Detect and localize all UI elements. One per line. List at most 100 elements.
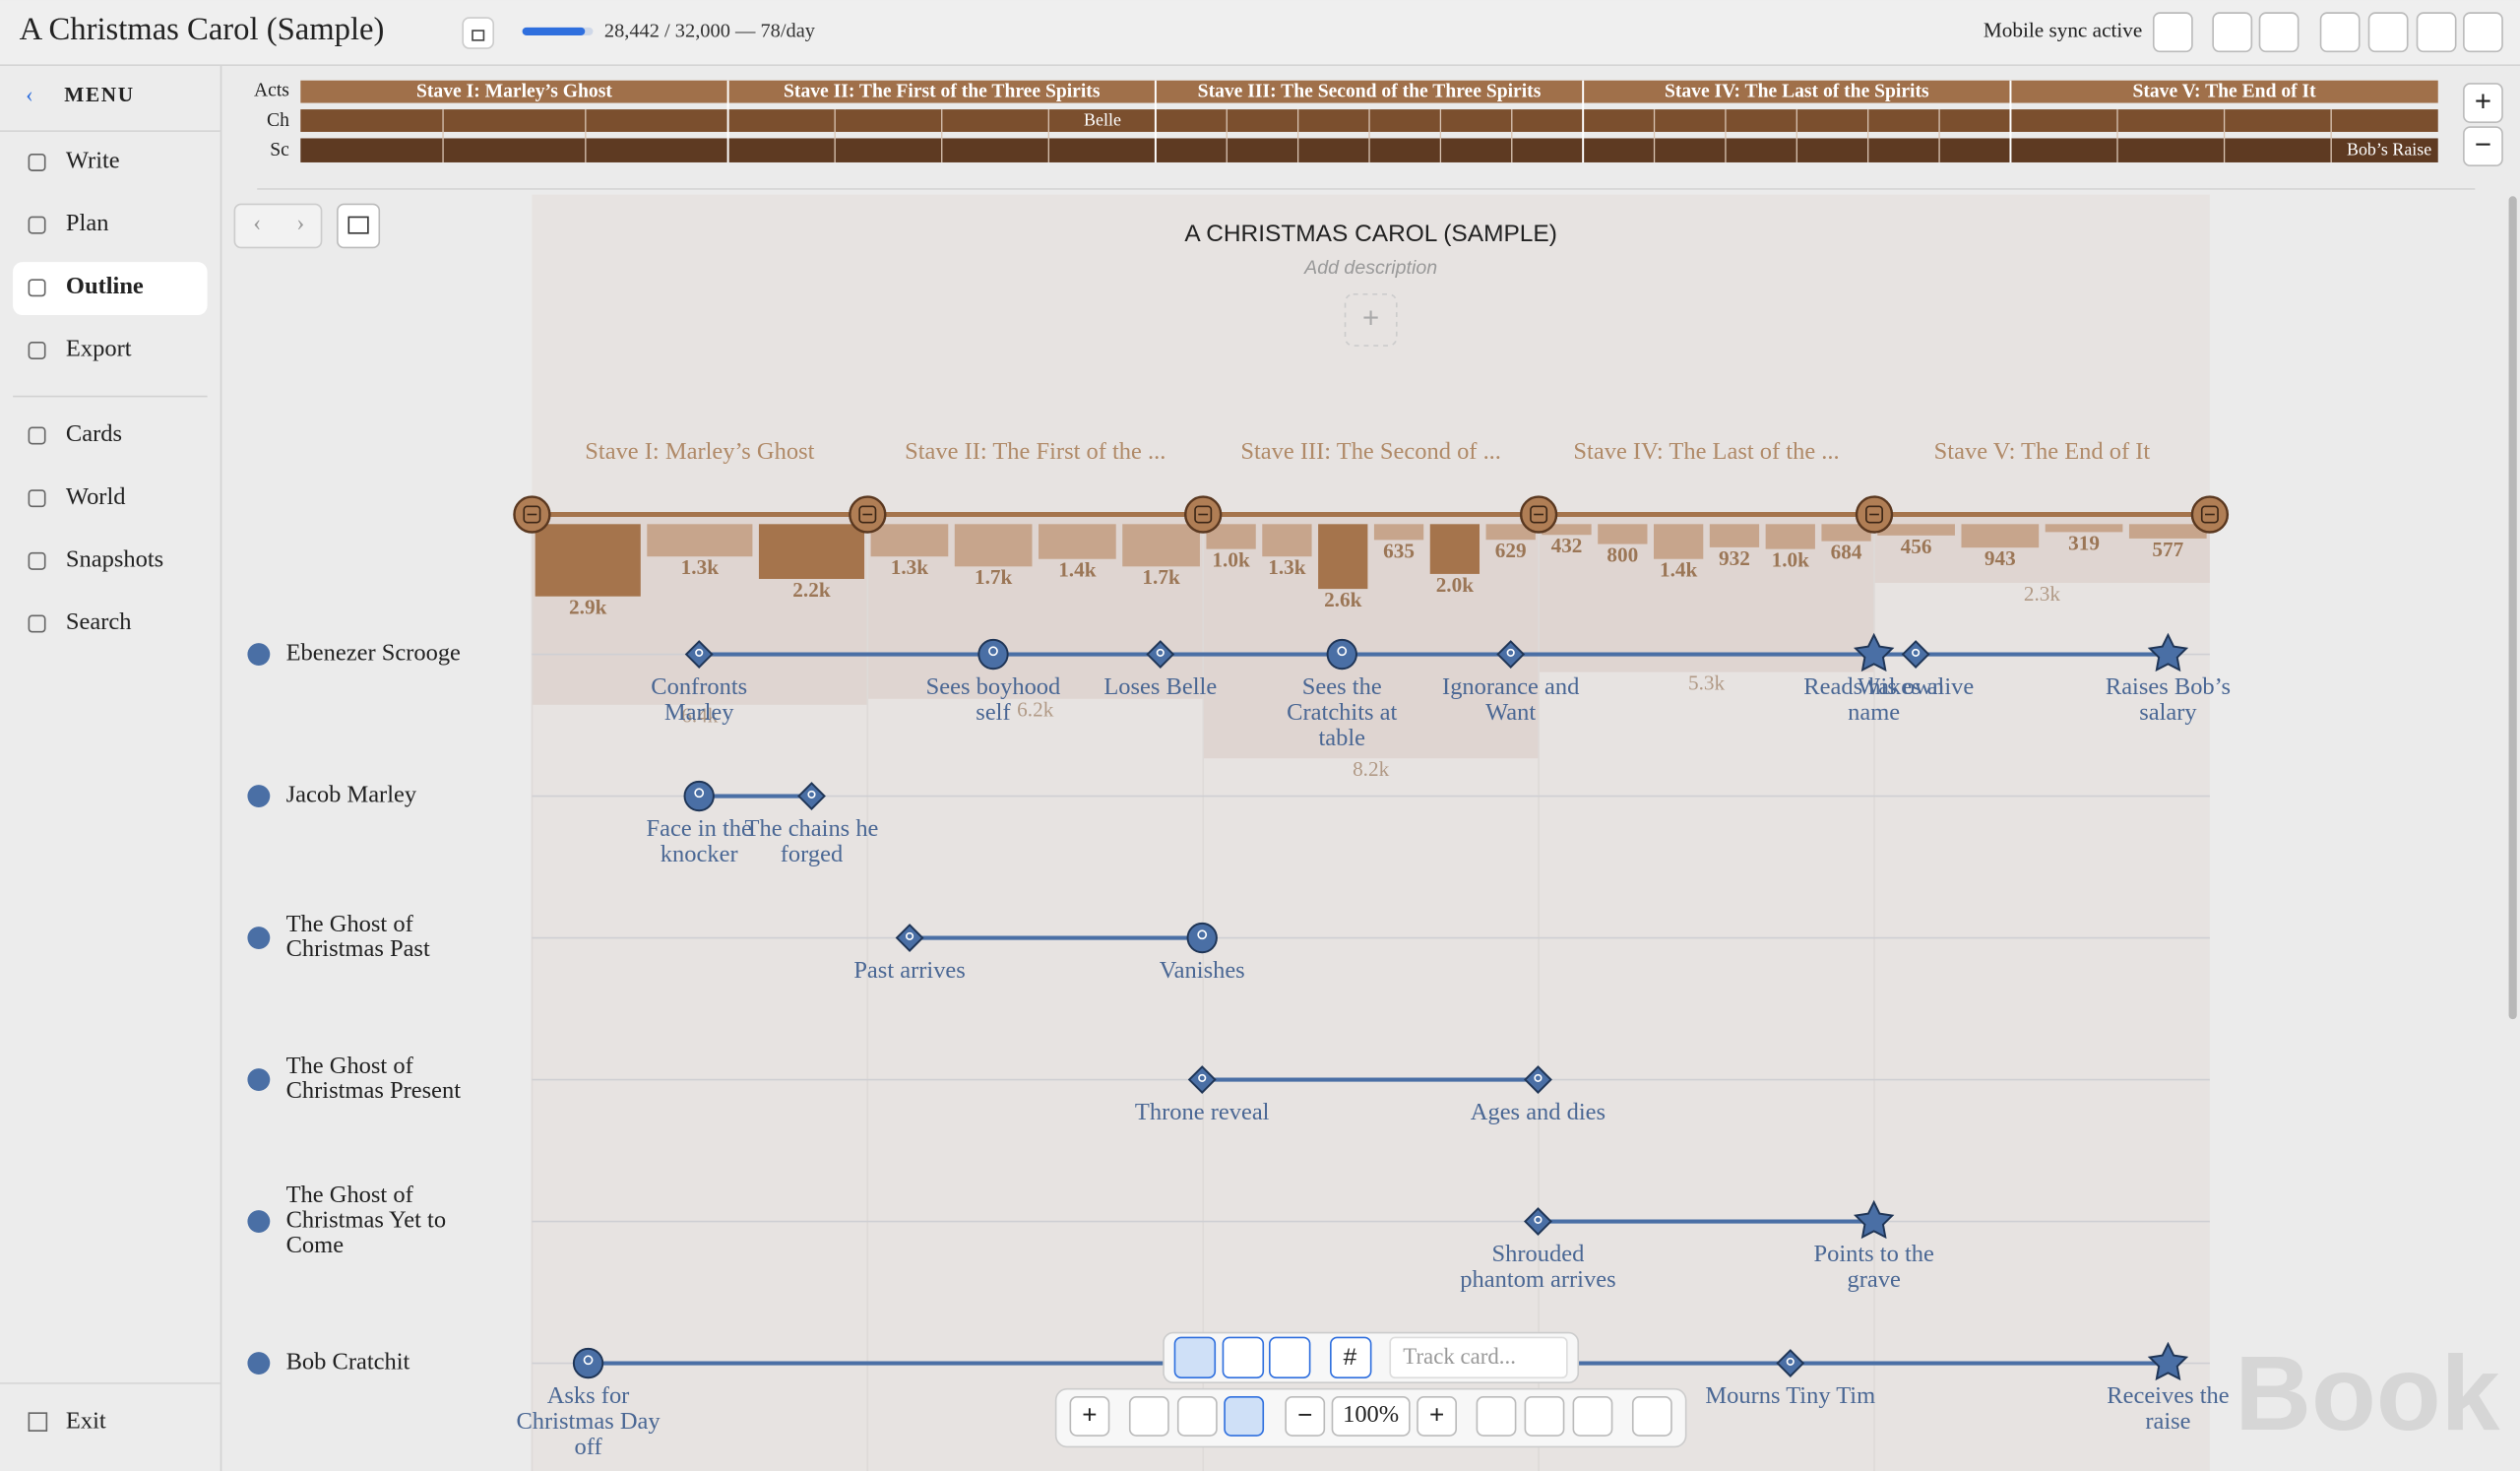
event-label: The chains he forged	[745, 814, 879, 866]
character-name[interactable]: The Ghost of Christmas Present	[286, 1053, 462, 1104]
event-icon	[906, 931, 914, 941]
character-dot	[247, 643, 271, 666]
character-dot	[247, 1210, 271, 1233]
act-marker-icon	[1865, 505, 1883, 524]
chapter-word-count-label: 629	[1495, 539, 1527, 562]
settings-button[interactable]	[2416, 12, 2457, 53]
event-marker[interactable]	[1524, 1065, 1552, 1094]
character-name[interactable]: The Ghost of Christmas Yet to Come	[286, 1182, 446, 1258]
redo-button[interactable]	[2258, 12, 2300, 53]
menu-item[interactable]: Write	[66, 148, 120, 174]
menu-item[interactable]: Search	[66, 608, 132, 635]
chapter-word-count-bar	[647, 524, 753, 557]
chapter-word-count-bar	[535, 524, 641, 597]
edit-tool[interactable]	[1173, 1336, 1217, 1379]
sync-button[interactable]	[2152, 12, 2193, 53]
outline-description[interactable]: Add description	[1303, 257, 1437, 279]
menu-chevron[interactable]: ‹	[26, 82, 33, 106]
lock-icon	[472, 30, 485, 41]
menu-item[interactable]: Cards	[66, 420, 122, 447]
menu-item[interactable]: Snapshots	[66, 545, 163, 572]
chapter-word-count-bar	[1373, 524, 1424, 541]
chapter-word-count-label: 2.9k	[569, 596, 607, 619]
event-label: Ignorance and Want	[1442, 672, 1579, 725]
tag-tool[interactable]	[1330, 1336, 1372, 1379]
logout-button[interactable]	[2463, 12, 2503, 53]
act-tool[interactable]	[1268, 1336, 1311, 1379]
menu-label[interactable]: MENU	[64, 83, 134, 106]
menu-item[interactable]: Plan	[66, 210, 109, 236]
event-marker[interactable]	[1496, 640, 1526, 669]
app-title: A Christmas Carol (Sample)	[20, 12, 385, 47]
event-marker[interactable]	[1524, 1207, 1552, 1236]
event-marker[interactable]	[2147, 1341, 2189, 1381]
event-icon	[1506, 648, 1515, 657]
act-word-count-label: 5.3k	[1688, 672, 1726, 695]
scrollbar[interactable]	[2508, 196, 2517, 1020]
track-input[interactable]	[1389, 1336, 1568, 1379]
event-marker[interactable]	[1146, 640, 1175, 669]
zoom-out-button[interactable]	[1285, 1396, 1326, 1437]
event-marker[interactable]	[1187, 1065, 1217, 1094]
collapse-button[interactable]	[1176, 1396, 1218, 1437]
menu-item[interactable]: Export	[66, 336, 132, 362]
chart-button[interactable]	[1224, 1396, 1265, 1437]
event-icon	[583, 1355, 594, 1366]
event-marker[interactable]	[2147, 632, 2189, 672]
event-marker[interactable]	[1853, 1199, 1895, 1240]
help-button[interactable]	[1631, 1396, 1672, 1437]
act-word-count-label: 6.4k	[681, 704, 719, 728]
view-buttons	[1069, 1396, 1672, 1437]
character-name[interactable]: Jacob Marley	[286, 781, 417, 807]
menu-item[interactable]: Outline	[66, 273, 144, 299]
chapter-word-count-label: 1.4k	[1660, 558, 1698, 582]
zoom-in-button[interactable]	[1417, 1396, 1457, 1437]
menu-item[interactable]: World	[66, 483, 126, 510]
zoom-field[interactable]	[1331, 1396, 1411, 1437]
add-button[interactable]	[1069, 1396, 1110, 1437]
card-tool[interactable]	[1222, 1336, 1265, 1379]
chapter-word-count-bar	[1765, 524, 1815, 549]
menu-icon	[28, 342, 46, 359]
track-placeholder: Track card...	[1403, 1344, 1516, 1369]
character-name[interactable]: Ebenezer Scrooge	[286, 639, 461, 666]
event-marker[interactable]	[895, 924, 924, 952]
menu-exit[interactable]: Exit	[66, 1408, 106, 1435]
chapter-word-count-bar	[1542, 524, 1592, 536]
event-marker[interactable]	[797, 782, 826, 810]
chapter-word-count-label: 432	[1551, 534, 1583, 557]
act-header: Stave V: The End of It	[1934, 438, 2151, 465]
timeline-strip: Acts Ch Sc Stave I: Marley’s Ghost Stave II:…	[254, 81, 2438, 162]
chapter-word-count-label: 1.3k	[891, 555, 929, 579]
event-marker[interactable]	[1901, 640, 1930, 669]
zoom-in-strip[interactable]	[2463, 83, 2503, 123]
filter-button[interactable]	[1524, 1396, 1565, 1437]
book-button[interactable]	[337, 203, 381, 249]
chapter-word-count-bar	[1318, 524, 1368, 590]
stats-button[interactable]	[1572, 1396, 1613, 1437]
zoom-out-strip[interactable]	[2463, 126, 2503, 167]
chapter-word-count-bar	[758, 524, 865, 579]
event-label: Face in the knocker	[647, 814, 752, 866]
acts-row	[300, 80, 2438, 103]
event-label: Shrouded phantom arrives	[1460, 1240, 1615, 1292]
align-button[interactable]	[1128, 1396, 1169, 1437]
character-dot	[247, 785, 271, 807]
event-marker[interactable]	[1776, 1349, 1805, 1377]
help-button[interactable]	[2367, 12, 2409, 53]
character-name[interactable]: Bob Cratchit	[286, 1348, 410, 1375]
event-icon	[1534, 1073, 1543, 1082]
event-marker[interactable]	[684, 640, 714, 669]
lock-button[interactable]	[462, 17, 495, 49]
undo-button[interactable]	[2212, 12, 2253, 53]
forward-button[interactable]: ›	[296, 210, 304, 236]
event-marker[interactable]	[1853, 632, 1895, 672]
event-label: Points to the grave	[1813, 1240, 1933, 1292]
event-icon	[695, 648, 704, 657]
reset-button[interactable]	[1476, 1396, 1517, 1437]
character-name[interactable]: The Ghost of Christmas Past	[286, 911, 430, 962]
strip-act-label: Stave I: Marley’s Ghost	[416, 81, 612, 101]
back-button[interactable]: ‹	[253, 210, 261, 236]
comments-button[interactable]	[2319, 12, 2361, 53]
menu-icon	[28, 551, 46, 570]
